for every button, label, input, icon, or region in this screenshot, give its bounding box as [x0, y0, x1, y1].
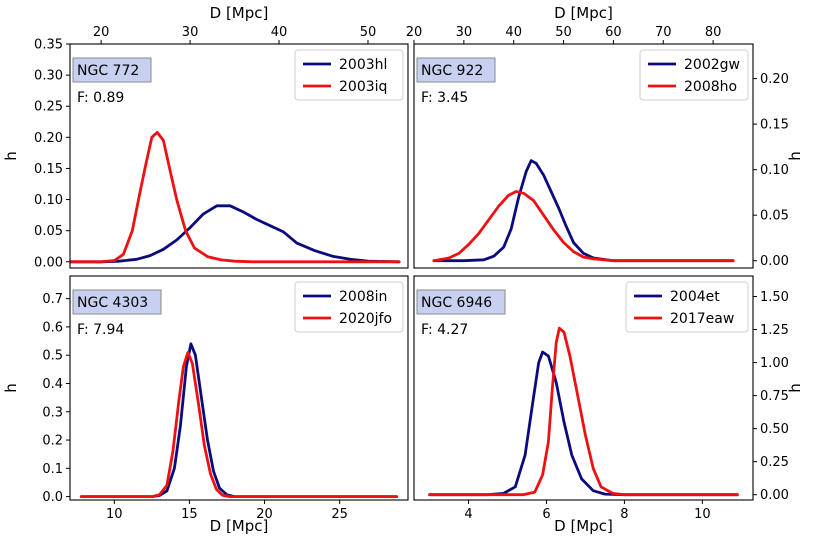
panel-2-ytick-label: 0.20: [760, 72, 789, 87]
panel-2-xtick-label: 80: [705, 25, 722, 40]
panel-4-xtick-label: 10: [694, 507, 711, 522]
panel-1-series-1-line: [70, 204, 401, 264]
panel-4-legend-box: [625, 281, 749, 333]
panel-4-frame: [413, 275, 754, 501]
panel-3-f-label: F: 7.94: [77, 322, 124, 338]
panel-1-galaxy-box: [72, 57, 152, 83]
panel-4-galaxy-box: [416, 289, 506, 315]
panel-4-xtick-label: 4: [464, 507, 472, 522]
panel-2-legend-label-1: 2002gw: [684, 57, 740, 73]
panel-3-group: 10 15 20 25 0.0 0.1 0.2 0.3 0.4 0.5 0.6 0.7 D [Mpc] h…: [2, 275, 409, 535]
panel-1-xtick-label: 50: [360, 25, 377, 40]
panel-1-xtick-label: 20: [93, 25, 110, 40]
panel-2-ytick-label: 0.15: [760, 118, 789, 133]
panel-3-legend-label-1: 2008in: [339, 289, 387, 305]
panel-2-ytick-label: 0.05: [760, 209, 789, 224]
panel-3-xtick-label: 10: [106, 507, 123, 522]
panel-4-ytick-label: 0.50: [760, 422, 789, 437]
panel-1-xtick-label: 30: [182, 25, 199, 40]
panel-3-ytick-label: 0.6: [42, 320, 63, 335]
panel-3-legend-box: [294, 281, 404, 333]
panel-2-galaxy-box: [416, 57, 496, 83]
panel-3-legend-label-2: 2020jfo: [339, 311, 392, 327]
panel-3-ytick-label: 0.1: [42, 462, 63, 477]
panel-4-ytick-label: 0.00: [760, 488, 789, 503]
panel-4-xtick-label: 8: [620, 507, 628, 522]
panel-2-xtick-label: 50: [555, 25, 572, 40]
panel-4-f-label: F: 4.27: [421, 322, 468, 338]
panel-3-ytick-label: 0.0: [42, 490, 63, 505]
panel-2-xtick-label: 40: [505, 25, 522, 40]
panel-4-ytick-label: 1.00: [760, 356, 789, 371]
panel-3-ytick-label: 0.4: [42, 377, 63, 392]
panel-1-ylabel: h: [2, 151, 20, 161]
panel-1-frame: [69, 43, 409, 269]
panel-4-series-1-line: [428, 350, 739, 497]
panel-3-series-2-line: [79, 350, 399, 499]
panel-2-xtick-label: 30: [456, 25, 473, 40]
panel-4-galaxy-label: NGC 6946: [421, 295, 492, 311]
panel-3-xlabel: D [Mpc]: [210, 517, 269, 535]
panel-1-group: 20 30 40 50 0.00 0.05 0.10 0.15 0.20 0.25 0.30 0.35…: [2, 4, 409, 270]
panel-4-ytick-label: 1.25: [760, 323, 789, 338]
panel-3-ylabel: h: [2, 383, 20, 393]
panel-1-ytick-label: 0.35: [34, 38, 63, 53]
panel-2-xtick-label: 70: [655, 25, 672, 40]
panel-3-xtick-label: 20: [256, 507, 273, 522]
panel-2-legend-box: [639, 49, 749, 101]
panel-2-group: 20 30 40 50 60 70 80 0.00 0.05 0.10 0.15 0.20 D [Mpc…: [406, 4, 804, 269]
panel-3-series-1-line: [79, 342, 399, 499]
panel-4-ytick-label: 1.50: [760, 290, 789, 305]
panel-1-ytick-label: 0.20: [34, 131, 63, 146]
panel-3-galaxy-label: NGC 4303: [77, 295, 148, 311]
panel-2-galaxy-label: NGC 922: [421, 63, 483, 79]
panel-1-legend-label-1: 2003hl: [339, 57, 387, 73]
panel-2-xtick-label: 20: [406, 25, 423, 40]
panel-3-ytick-label: 0.3: [42, 405, 63, 420]
panel-1-ytick-label: 0.15: [34, 162, 63, 177]
panel-1-galaxy-label: NGC 772: [77, 63, 139, 79]
panel-4-series-2-line: [428, 326, 739, 497]
panel-1-xtick-label: 40: [271, 25, 288, 40]
panel-4-ytick-label: 0.75: [760, 389, 789, 404]
panel-1-series-2-line: [70, 130, 401, 264]
panel-2-frame: [413, 43, 754, 269]
panel-2-ytick-label: 0.00: [760, 254, 789, 269]
panel-2-series-2-line: [432, 190, 735, 263]
panel-1-ytick-label: 0.30: [34, 69, 63, 84]
panel-4-xtick-label: 6: [542, 507, 550, 522]
panel-1-ytick-label: 0.10: [34, 193, 63, 208]
panel-4-ytick-label: 0.25: [760, 455, 789, 470]
panel-1-ytick-label: 0.00: [34, 255, 63, 270]
panel-1-f-label: F: 0.89: [77, 90, 124, 106]
panel-1-legend-box: [294, 49, 404, 101]
panel-3-xtick-label: 25: [331, 507, 348, 522]
panel-1-ytick-label: 0.05: [34, 224, 63, 239]
panel-3-galaxy-box: [72, 289, 162, 315]
panel-4-legend-label-2: 2017eaw: [670, 311, 734, 327]
panel-2-xtick-label: 60: [605, 25, 622, 40]
panel-2-ylabel: h: [786, 151, 804, 161]
panel-4-ylabel: h: [786, 383, 804, 393]
panel-4-legend-label-1: 2004et: [670, 289, 720, 305]
panel-1-xlabel: D [Mpc]: [210, 4, 269, 22]
panel-4-group: 4 6 8 10 0.00 0.25 0.50 0.75 1.00 1.25 1.50 D [Mpc]…: [413, 275, 804, 535]
panel-3-xtick-label: 15: [181, 507, 198, 522]
panel-1-legend-label-2: 2003iq: [339, 79, 387, 95]
panel-4-xlabel: D [Mpc]: [554, 517, 613, 535]
panel-3-ytick-label: 0.7: [42, 292, 63, 307]
panel-2-f-label: F: 3.45: [421, 90, 468, 106]
panel-2-ytick-label: 0.10: [760, 163, 789, 178]
panel-2-xlabel: D [Mpc]: [554, 4, 613, 22]
panel-3-frame: [69, 275, 409, 501]
panel-2-legend-label-2: 2008ho: [684, 79, 737, 95]
panel-1-ytick-label: 0.25: [34, 100, 63, 115]
panel-3-ytick-label: 0.5: [42, 349, 63, 364]
panel-2-series-1-line: [432, 159, 735, 263]
panel-3-ytick-label: 0.2: [42, 434, 63, 449]
